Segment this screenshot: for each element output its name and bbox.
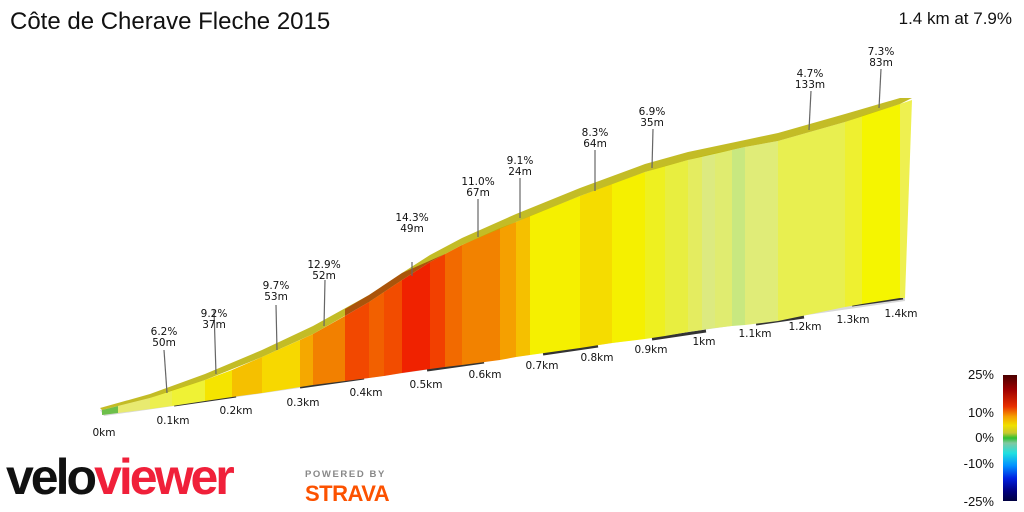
annotation-lines bbox=[163, 68, 882, 394]
svg-text:133m: 133m bbox=[795, 79, 825, 91]
powered-by-label: POWERED BY bbox=[305, 469, 386, 480]
strava-logo: STRAVA bbox=[305, 481, 390, 506]
svg-text:24m: 24m bbox=[508, 166, 532, 178]
svg-text:4.7%: 4.7% bbox=[797, 68, 824, 80]
svg-text:0.2km: 0.2km bbox=[219, 405, 252, 417]
svg-text:0.9km: 0.9km bbox=[634, 344, 667, 356]
page-title: Côte de Cherave Fleche 2015 bbox=[10, 8, 331, 35]
svg-text:37m: 37m bbox=[202, 319, 226, 331]
svg-text:0.1km: 0.1km bbox=[156, 415, 189, 427]
climb-summary: 1.4 km at 7.9% bbox=[898, 9, 1012, 28]
svg-text:9.7%: 9.7% bbox=[263, 280, 290, 292]
svg-text:1.1km: 1.1km bbox=[738, 328, 771, 340]
svg-text:9.1%: 9.1% bbox=[507, 155, 534, 167]
gradient-color-scale bbox=[1003, 375, 1017, 501]
svg-text:64m: 64m bbox=[583, 138, 607, 150]
veloviewer-logo: veloviewer bbox=[6, 449, 235, 505]
svg-text:53m: 53m bbox=[264, 291, 288, 303]
svg-text:0.3km: 0.3km bbox=[286, 397, 319, 409]
svg-text:11.0%: 11.0% bbox=[461, 176, 494, 188]
legend-label-10: 10% bbox=[967, 405, 994, 420]
svg-text:0.7km: 0.7km bbox=[525, 360, 558, 372]
svg-text:7.3%: 7.3% bbox=[868, 46, 895, 58]
svg-text:6.2%: 6.2% bbox=[151, 326, 178, 338]
svg-text:0km: 0km bbox=[93, 427, 116, 439]
svg-text:52m: 52m bbox=[312, 270, 336, 282]
svg-text:1.2km: 1.2km bbox=[788, 321, 821, 333]
svg-text:83m: 83m bbox=[869, 57, 893, 69]
svg-text:0.8km: 0.8km bbox=[580, 352, 613, 364]
svg-text:49m: 49m bbox=[400, 223, 424, 235]
svg-text:67m: 67m bbox=[466, 187, 490, 199]
svg-text:9.2%: 9.2% bbox=[201, 308, 228, 320]
segment-annotations: 6.2% 50m 9.2% 37m 9.7% 53m 12.9% 52m 14.… bbox=[151, 46, 895, 349]
legend-label-neg10: -10% bbox=[963, 456, 994, 471]
svg-text:35m: 35m bbox=[640, 117, 664, 129]
legend-label-0: 0% bbox=[975, 430, 994, 445]
distance-labels: 0km 0.1km 0.2km 0.3km 0.4km 0.5km 0.6km … bbox=[93, 308, 918, 439]
svg-text:8.3%: 8.3% bbox=[582, 127, 609, 139]
svg-text:0.4km: 0.4km bbox=[349, 387, 382, 399]
svg-text:14.3%: 14.3% bbox=[395, 212, 428, 224]
legend-label-min: -25% bbox=[963, 494, 994, 509]
svg-text:50m: 50m bbox=[152, 337, 176, 349]
svg-text:12.9%: 12.9% bbox=[307, 259, 340, 271]
svg-text:1.3km: 1.3km bbox=[836, 314, 869, 326]
svg-text:1.4km: 1.4km bbox=[884, 308, 917, 320]
svg-text:1km: 1km bbox=[693, 336, 716, 348]
gradient-segments bbox=[102, 100, 912, 415]
svg-text:0.5km: 0.5km bbox=[409, 379, 442, 391]
legend-label-max: 25% bbox=[967, 367, 994, 382]
road-surface bbox=[100, 98, 912, 410]
svg-text:0.6km: 0.6km bbox=[468, 369, 501, 381]
svg-text:6.9%: 6.9% bbox=[639, 106, 666, 118]
